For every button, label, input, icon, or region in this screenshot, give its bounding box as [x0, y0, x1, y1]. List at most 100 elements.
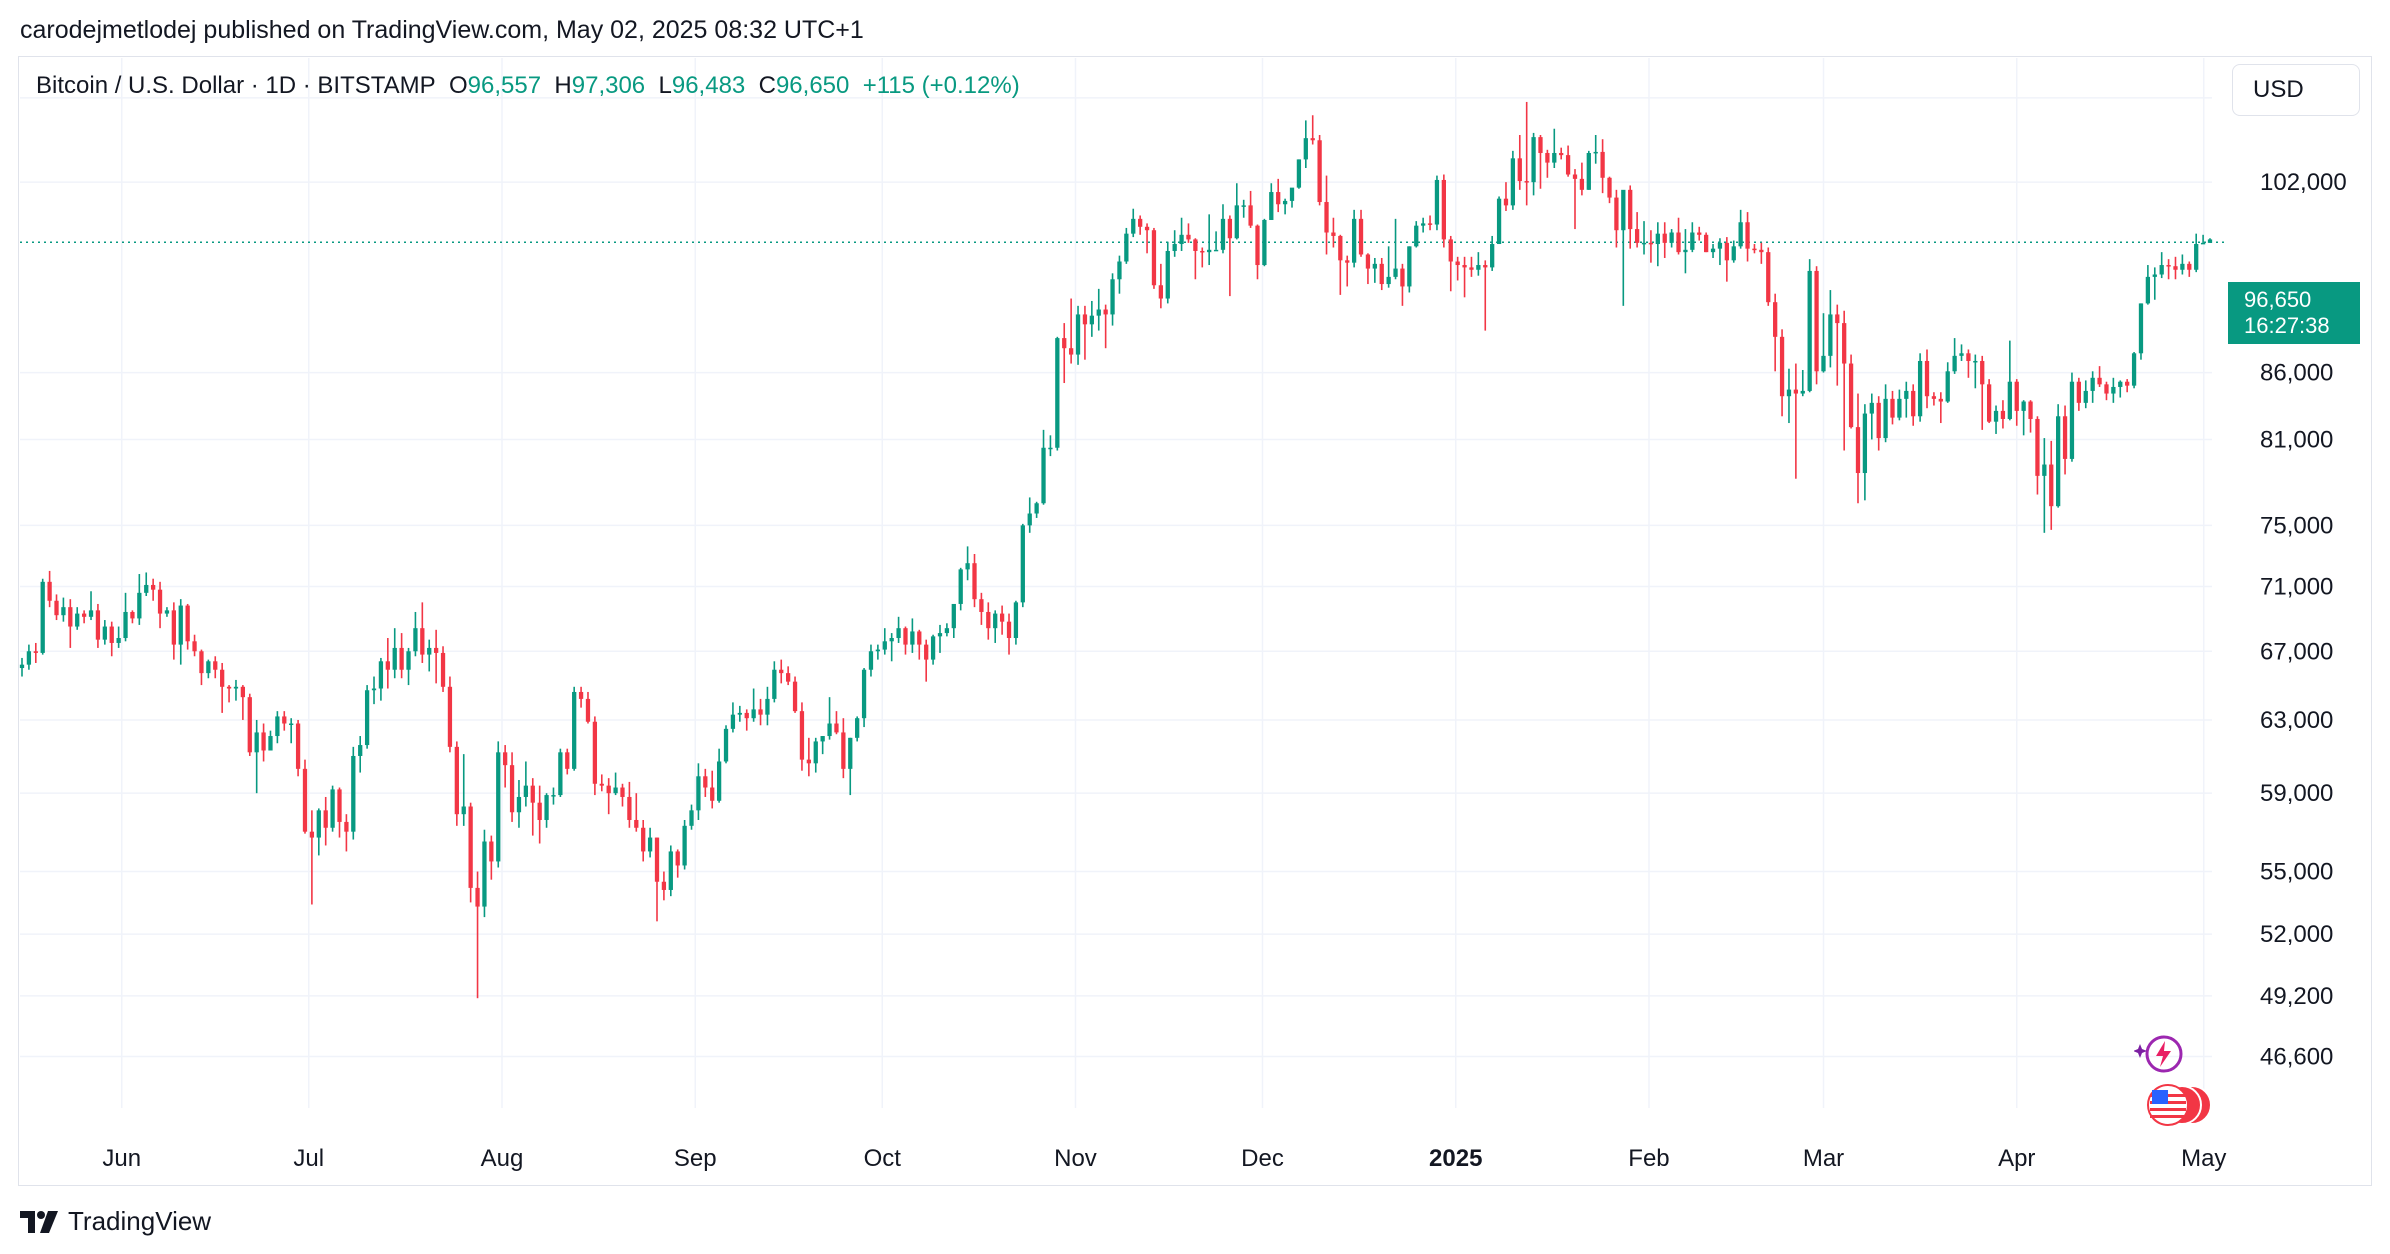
candle-body — [1048, 447, 1053, 450]
ai-bolt-icon[interactable] — [2134, 1032, 2186, 1076]
candle — [1144, 223, 1150, 254]
candle — [772, 661, 777, 703]
candle — [1317, 135, 1322, 206]
candle-body — [1917, 360, 1923, 417]
candle-body — [1980, 360, 1985, 385]
candle — [1572, 169, 1578, 230]
candle — [986, 602, 991, 640]
candle-body — [1524, 181, 1529, 183]
candle-body — [337, 789, 342, 822]
candle — [1842, 310, 1847, 451]
candle-body — [2062, 416, 2068, 459]
candle — [2138, 303, 2144, 360]
candle — [551, 787, 556, 805]
candle-body — [578, 691, 584, 699]
candle — [1690, 222, 1695, 253]
candle — [730, 702, 736, 733]
candle — [799, 702, 805, 771]
candle-body — [192, 641, 197, 652]
currency-button[interactable]: USD — [2232, 64, 2360, 116]
candle — [323, 796, 328, 846]
x-tick-label: Sep — [674, 1145, 717, 1172]
candle — [1924, 349, 1930, 409]
candle — [537, 785, 542, 844]
candle — [130, 610, 135, 624]
candle — [1186, 223, 1191, 243]
candle — [1931, 392, 1937, 406]
candle — [585, 691, 591, 724]
candle-body — [1448, 239, 1453, 262]
candle — [1503, 182, 1509, 211]
candle-body — [848, 737, 853, 769]
candle-body — [1034, 503, 1039, 514]
candle-body — [1559, 152, 1564, 156]
candle — [433, 629, 439, 684]
x-tick-label: May — [2181, 1145, 2226, 1172]
candle-body — [1351, 218, 1357, 263]
candle — [1952, 338, 1957, 374]
candle-body — [1179, 234, 1184, 245]
us-flag-events-icon[interactable] — [2142, 1082, 2212, 1128]
candle-body — [530, 785, 535, 803]
candle-body — [1020, 525, 1025, 603]
candle — [1338, 234, 1343, 295]
candle — [1848, 354, 1854, 429]
candle — [178, 599, 183, 665]
candle-body — [54, 600, 59, 616]
candle — [634, 793, 639, 832]
candle — [2207, 238, 2213, 243]
tradingview-logo-icon — [20, 1210, 58, 1233]
candle-body — [868, 651, 874, 670]
candle-body — [1862, 413, 1868, 474]
candle-body — [1572, 174, 1578, 179]
candle — [1103, 304, 1108, 349]
candle-body — [972, 563, 977, 600]
candle — [247, 693, 252, 756]
x-tick-label: 2025 — [1429, 1145, 1482, 1172]
candle-body — [944, 628, 950, 634]
candle — [447, 676, 453, 753]
chart-frame[interactable] — [18, 56, 2372, 1186]
candle-body — [1262, 219, 1267, 266]
candle — [137, 574, 142, 625]
candle-body — [461, 806, 466, 815]
y-tick-label: 67,000 — [2260, 638, 2333, 665]
candle — [1904, 381, 1909, 418]
candle-body — [1600, 151, 1605, 178]
candle-body — [1779, 336, 1785, 397]
tradingview-brand[interactable]: TradingView — [20, 1206, 211, 1237]
candle — [1351, 209, 1357, 268]
candle-body — [289, 723, 294, 726]
candle — [268, 730, 273, 751]
candle — [1331, 217, 1336, 248]
candle — [1282, 198, 1288, 215]
candle-body — [1365, 254, 1371, 269]
change-value: +115 (+0.12%) — [862, 72, 1020, 99]
candle — [399, 633, 404, 679]
candle — [2173, 256, 2178, 280]
candle — [1614, 189, 1619, 248]
open-label: O — [448, 72, 468, 99]
candle-body — [703, 776, 708, 788]
candle — [1089, 300, 1094, 337]
candle — [2062, 405, 2068, 475]
candle-body — [1759, 249, 1764, 253]
candle — [2097, 366, 2102, 387]
candle — [275, 711, 280, 744]
candle-body — [2076, 381, 2081, 403]
candle-body — [1068, 348, 1074, 355]
candle-body — [723, 728, 729, 762]
candle-body — [88, 610, 94, 617]
candle — [2118, 380, 2123, 398]
candle-body — [1331, 232, 1336, 236]
candle-body — [1904, 390, 1909, 399]
candle-body — [323, 810, 328, 828]
candle — [2104, 381, 2109, 401]
candle-body — [1883, 398, 1888, 439]
candle-body — [144, 584, 149, 593]
candle — [1786, 368, 1792, 424]
candle-body — [1924, 360, 1930, 397]
candle — [1117, 255, 1122, 294]
candle — [696, 763, 701, 820]
